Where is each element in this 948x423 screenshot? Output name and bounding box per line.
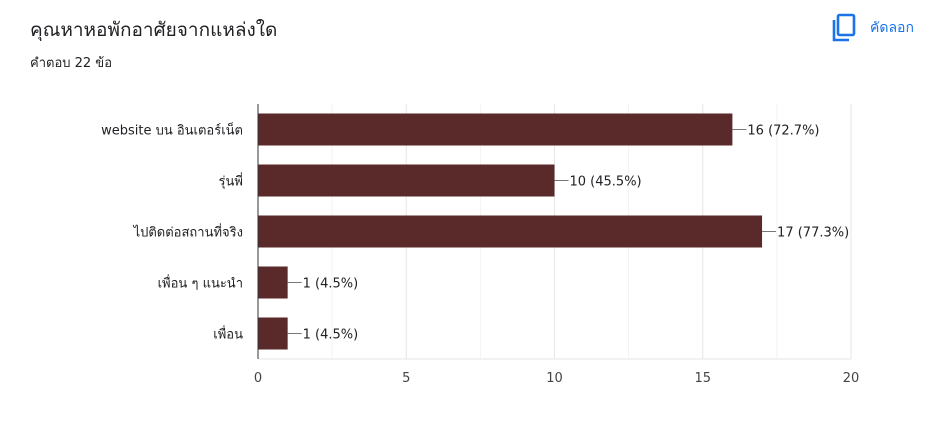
response-count: คำตอบ 22 ข้อ: [30, 56, 112, 71]
label-layer: 16 (72.7%) website บน อินเตอร์เน็ต 10 (45.…: [101, 121, 849, 343]
bar[interactable]: [258, 164, 555, 197]
x-tick-label: 15: [694, 371, 711, 386]
bar[interactable]: [258, 215, 763, 248]
category-label: website บน อินเตอร์เน็ต: [101, 121, 243, 139]
category-label: ไปติดต่อสถานที่จริง: [133, 224, 243, 241]
x-tick-label: 20: [843, 371, 860, 386]
data-label: 1 (4.5%): [303, 328, 359, 343]
copy-label: คัดลอก: [870, 19, 914, 35]
copy-icon: [830, 13, 858, 43]
axis-layer: 0 5 10 15 20: [254, 104, 859, 386]
data-label: 10 (45.5%): [570, 175, 642, 190]
x-tick-label: 0: [254, 371, 262, 386]
x-tick-label: 10: [546, 371, 563, 386]
data-label: 17 (77.3%): [777, 226, 849, 241]
data-label: 16 (72.7%): [747, 124, 819, 139]
bar[interactable]: [258, 317, 288, 350]
category-label: เพื่อน ๆ แนะนำ: [158, 275, 243, 292]
bar[interactable]: [258, 113, 733, 146]
chart-title: คุณหาหอพักอาศัยจากแหล่งใด: [30, 19, 278, 41]
copy-button[interactable]: คัดลอก: [830, 12, 914, 44]
x-tick-label: 5: [402, 371, 410, 386]
category-label: เพื่อน: [213, 326, 243, 343]
category-label: รุ่นพี่: [219, 173, 243, 190]
bar-layer: [258, 113, 763, 350]
bar[interactable]: [258, 266, 288, 299]
data-label: 1 (4.5%): [303, 277, 359, 292]
